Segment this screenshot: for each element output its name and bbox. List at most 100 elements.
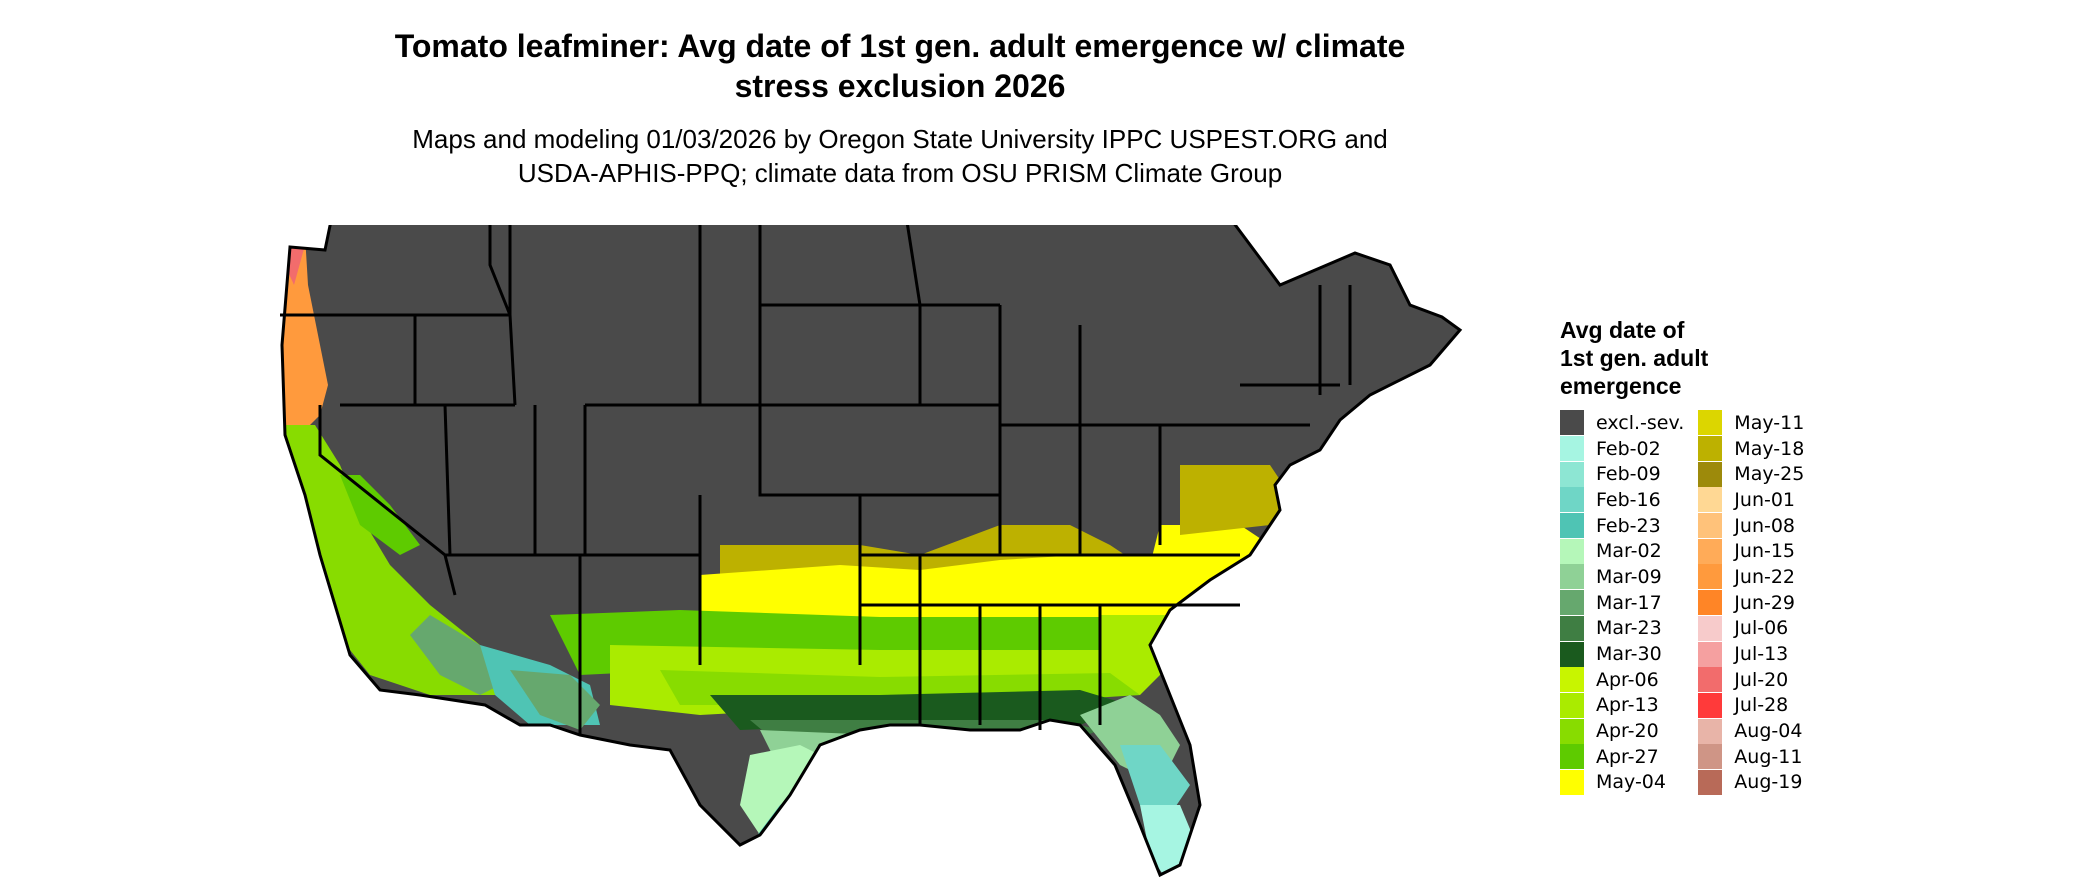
legend-swatch xyxy=(1698,513,1723,539)
legend-item: Apr-20 xyxy=(1560,718,1684,744)
legend-swatch xyxy=(1698,410,1723,436)
legend-swatch xyxy=(1560,692,1584,718)
band-florida-central xyxy=(1120,745,1190,815)
legend-item: Mar-17 xyxy=(1560,590,1684,616)
legend-item: May-25 xyxy=(1698,461,1804,487)
legend-label: Jun-08 xyxy=(1734,514,1796,537)
legend-item: Feb-23 xyxy=(1560,513,1684,539)
legend-label: Feb-16 xyxy=(1596,488,1661,511)
legend-swatch xyxy=(1560,744,1584,770)
legend-label: Feb-23 xyxy=(1596,514,1661,537)
legend-swatch xyxy=(1698,667,1723,693)
legend-item: Aug-11 xyxy=(1698,744,1804,770)
legend-label: Jun-22 xyxy=(1734,565,1796,588)
legend-label: Apr-27 xyxy=(1596,745,1659,768)
legend-swatch xyxy=(1560,564,1584,590)
legend-item: Mar-30 xyxy=(1560,641,1684,667)
legend-label: Jul-20 xyxy=(1734,668,1789,691)
legend-label: May-11 xyxy=(1734,411,1805,434)
legend-swatch xyxy=(1560,538,1584,564)
legend-label: Feb-09 xyxy=(1596,463,1661,486)
legend-label: Jul-06 xyxy=(1734,617,1789,640)
title-line-2: stress exclusion 2026 xyxy=(734,68,1066,104)
legend-item: Jun-15 xyxy=(1698,538,1804,564)
legend-item: Jun-22 xyxy=(1698,564,1804,590)
legend-swatch xyxy=(1560,513,1584,539)
legend-item: Mar-23 xyxy=(1560,615,1684,642)
legend-item: May-18 xyxy=(1698,436,1804,462)
legend-label: Apr-20 xyxy=(1596,720,1659,743)
legend-label: May-18 xyxy=(1734,437,1805,460)
band-arizona-low-desert xyxy=(510,670,600,730)
legend-swatch xyxy=(1698,590,1723,616)
legend-swatch xyxy=(1698,564,1723,590)
legend-label: Feb-02 xyxy=(1596,437,1661,460)
legend-item: May-04 xyxy=(1560,769,1684,796)
subtitle-line-2: USDA-APHIS-PPQ; climate data from OSU PR… xyxy=(517,158,1283,188)
state-line-plains xyxy=(858,225,1000,665)
legend-label: Jun-15 xyxy=(1734,540,1796,563)
legend-swatch xyxy=(1560,641,1584,667)
legend-label: Mar-30 xyxy=(1596,643,1662,666)
legend-label: Aug-11 xyxy=(1734,745,1803,768)
us-emergence-map xyxy=(280,225,1463,878)
legend-column-1: excl.-sev. Feb-02 Feb-09 Feb-16 Feb-23 Mar-02… xyxy=(1560,410,1684,795)
state-line-midwest xyxy=(998,305,1240,557)
legend-swatch xyxy=(1698,461,1723,487)
legend-label: Mar-02 xyxy=(1596,540,1662,563)
legend-swatch xyxy=(1560,590,1584,616)
legend-title-line-3: emergence xyxy=(1560,373,1682,399)
legend-item: Jun-01 xyxy=(1698,487,1804,513)
band-central-valley xyxy=(340,475,420,555)
state-boundaries xyxy=(280,225,1463,878)
state-line-northeast xyxy=(1240,285,1352,427)
legend-swatch xyxy=(1698,718,1723,744)
legend-label: excl.-sev. xyxy=(1596,411,1685,434)
legend-item: Apr-13 xyxy=(1560,692,1684,719)
emergence-bands xyxy=(282,225,1460,875)
legend-item: Apr-27 xyxy=(1560,744,1684,770)
legend-item: Apr-06 xyxy=(1560,667,1684,693)
map-title: Tomato leafminer: Avg date of 1st gen. a… xyxy=(300,26,1500,106)
legend-label: Jul-13 xyxy=(1734,643,1789,666)
state-line-nevada-california xyxy=(318,404,457,596)
legend-label: May-04 xyxy=(1596,771,1666,794)
legend-swatch xyxy=(1698,615,1723,641)
us-outline xyxy=(280,225,1463,878)
legend-label: Mar-09 xyxy=(1596,565,1662,588)
legend-swatch xyxy=(1698,769,1723,795)
legend-item: excl.-sev. xyxy=(1560,410,1684,436)
legend-title-line-1: Avg date of xyxy=(1560,317,1685,343)
legend-swatch xyxy=(1560,461,1584,487)
legend-item: Feb-02 xyxy=(1560,436,1684,462)
subtitle-line-1: Maps and modeling 01/03/2026 by Oregon S… xyxy=(412,124,1388,154)
legend-item: Jul-13 xyxy=(1698,641,1804,667)
legend-label: Jul-28 xyxy=(1734,694,1789,717)
legend-column-2: May-11 May-18 May-25 Jun-01 Jun-08 Jun-15 Jun-… xyxy=(1698,410,1804,795)
legend-swatch xyxy=(1560,667,1584,693)
legend-item: Aug-04 xyxy=(1698,718,1804,744)
legend-swatch xyxy=(1560,769,1584,795)
legend-swatch xyxy=(1698,436,1723,462)
legend-label: May-25 xyxy=(1734,463,1805,486)
legend-label: Apr-06 xyxy=(1596,668,1659,691)
legend-item: Mar-09 xyxy=(1560,564,1684,590)
legend: Avg date of 1st gen. adult emergence exc… xyxy=(1560,316,1880,795)
map-subtitle: Maps and modeling 01/03/2026 by Oregon S… xyxy=(330,122,1470,190)
legend-title-line-2: 1st gen. adult xyxy=(1560,345,1709,371)
legend-swatch xyxy=(1698,641,1723,667)
band-carolinas xyxy=(1100,615,1240,665)
legend-label: Jun-01 xyxy=(1734,488,1796,511)
legend-label: Apr-13 xyxy=(1596,694,1659,717)
state-line-south-central xyxy=(860,553,1240,730)
legend-item: Aug-19 xyxy=(1698,769,1804,796)
legend-item: Feb-09 xyxy=(1560,461,1684,487)
band-may-04 xyxy=(700,555,1260,625)
legend-swatch xyxy=(1698,487,1723,513)
band-southern-california xyxy=(410,615,510,695)
band-mid-atlantic xyxy=(1180,465,1290,535)
legend-swatch xyxy=(1560,615,1584,641)
legend-label: Aug-19 xyxy=(1734,771,1803,794)
legend-item: Jul-28 xyxy=(1698,692,1804,719)
legend-swatch xyxy=(1560,410,1584,436)
